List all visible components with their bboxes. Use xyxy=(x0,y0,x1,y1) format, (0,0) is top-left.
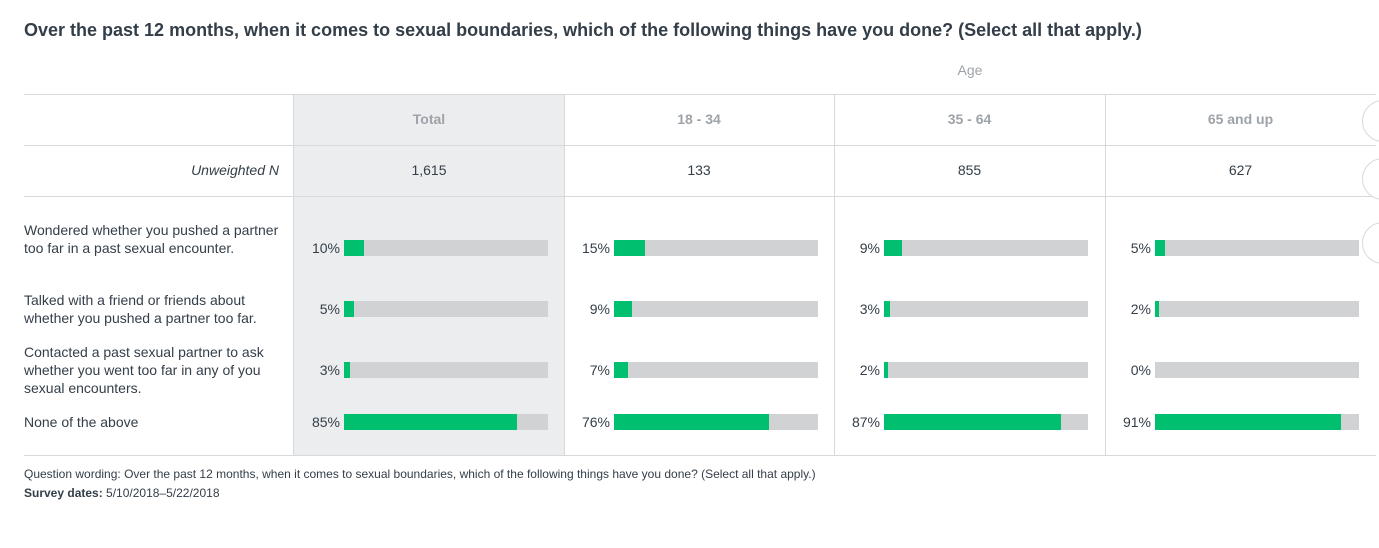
data-label-total: 5% xyxy=(319,301,340,317)
column-header-total: Total xyxy=(412,111,446,127)
bar-track xyxy=(1155,414,1359,430)
bar-track xyxy=(884,240,1088,256)
data-label-total: 85% xyxy=(311,414,340,430)
data-label-total: 3% xyxy=(319,362,340,378)
n-value-35-64: 855 xyxy=(957,162,982,178)
bar-35-64 xyxy=(884,240,902,256)
column-divider xyxy=(564,95,565,456)
question-wording-text: Over the past 12 months, when it comes t… xyxy=(124,467,816,481)
unweighted-n-label: Unweighted N xyxy=(191,162,279,178)
bar-18-34 xyxy=(614,414,769,430)
bar-track xyxy=(614,301,818,317)
question-wording-prefix: Question wording: xyxy=(24,467,125,481)
row-label: Wondered whether you pushed a partner to… xyxy=(24,222,279,256)
data-label-18-34: 9% xyxy=(589,301,610,317)
n-value-18-34: 133 xyxy=(687,162,711,178)
column-divider xyxy=(834,95,835,456)
age-group-label: Age xyxy=(957,62,983,78)
bar-track xyxy=(344,362,548,378)
data-label-35-64: 87% xyxy=(851,414,880,430)
data-label-18-34: 7% xyxy=(589,362,610,378)
data-label-total: 10% xyxy=(311,240,340,256)
total-column-background xyxy=(294,95,564,456)
data-label-65-and-up: 5% xyxy=(1130,240,1151,256)
row-label: Talked with a friend or friends about wh… xyxy=(24,292,257,326)
n-value-total: 1,615 xyxy=(411,162,447,178)
bar-35-64 xyxy=(884,362,888,378)
row-label: None of the above xyxy=(24,414,139,430)
bar-track xyxy=(1155,301,1359,317)
data-label-35-64: 9% xyxy=(859,240,880,256)
row-label: Contacted a past sexual partner to ask w… xyxy=(24,344,264,396)
survey-dates-label: Survey dates: xyxy=(24,486,103,500)
bar-total xyxy=(344,362,350,378)
bar-track xyxy=(344,240,548,256)
bar-track xyxy=(884,414,1088,430)
bar-18-34 xyxy=(614,301,632,317)
scroll-control[interactable] xyxy=(1362,100,1379,142)
data-label-65-and-up: 2% xyxy=(1130,301,1151,317)
bar-track xyxy=(884,301,1088,317)
data-label-35-64: 2% xyxy=(859,362,880,378)
bar-track xyxy=(614,414,818,430)
bar-track xyxy=(1155,362,1359,378)
survey-dates-value: 5/10/2018–5/22/2018 xyxy=(106,486,220,500)
column-header-65-and-up: 65 and up xyxy=(1207,111,1274,127)
n-divider xyxy=(24,196,1376,197)
bar-track xyxy=(614,362,818,378)
bar-65-and-up xyxy=(1155,301,1159,317)
bar-total xyxy=(344,301,354,317)
column-divider xyxy=(293,95,294,456)
bar-track xyxy=(884,362,1088,378)
column-header-18-34: 18 - 34 xyxy=(677,111,721,127)
bar-35-64 xyxy=(884,301,890,317)
question-wording: Question wording: Over the past 12 month… xyxy=(24,467,816,481)
bar-total xyxy=(344,240,364,256)
column-divider xyxy=(1105,95,1106,456)
data-label-18-34: 15% xyxy=(581,240,610,256)
data-label-18-34: 76% xyxy=(581,414,610,430)
bar-65-and-up xyxy=(1155,240,1165,256)
bar-track xyxy=(344,301,548,317)
data-label-65-and-up: 0% xyxy=(1130,362,1151,378)
scroll-control[interactable] xyxy=(1362,222,1379,264)
bar-65-and-up xyxy=(1155,414,1341,430)
data-label-65-and-up: 91% xyxy=(1122,414,1151,430)
header-divider xyxy=(24,145,1376,146)
bar-track xyxy=(614,240,818,256)
bar-35-64 xyxy=(884,414,1061,430)
data-label-35-64: 3% xyxy=(859,301,880,317)
survey-dates: Survey dates: 5/10/2018–5/22/2018 xyxy=(24,486,220,500)
bar-18-34 xyxy=(614,362,628,378)
table-bottom-border xyxy=(24,455,1376,456)
bar-track xyxy=(344,414,548,430)
bar-18-34 xyxy=(614,240,645,256)
page-title: Over the past 12 months, when it comes t… xyxy=(24,20,1142,40)
table-top-border xyxy=(24,94,1376,95)
bar-total xyxy=(344,414,517,430)
n-value-65-and-up: 627 xyxy=(1228,162,1253,178)
column-header-35-64: 35 - 64 xyxy=(947,111,992,127)
bar-track xyxy=(1155,240,1359,256)
